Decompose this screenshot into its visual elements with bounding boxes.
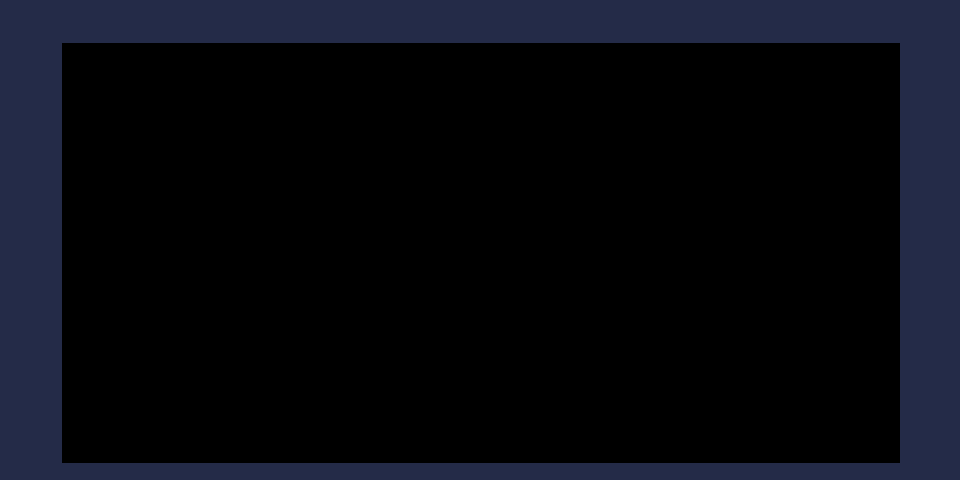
word-cloud-svg — [62, 43, 900, 463]
word-cloud-canvas — [62, 43, 900, 463]
